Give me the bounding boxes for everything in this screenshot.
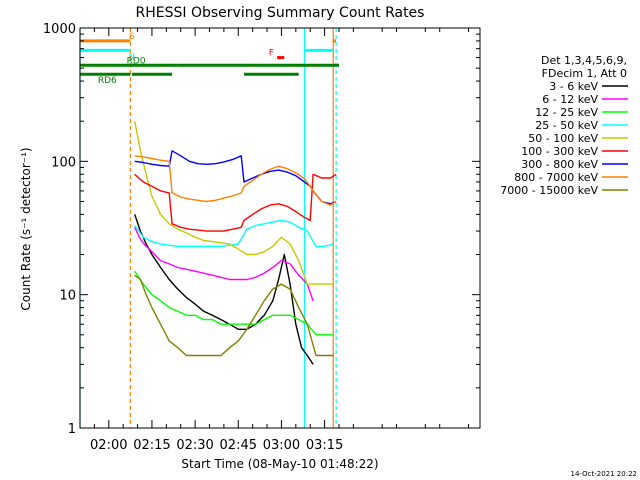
legend-header-line-1: Det 1,3,4,5,6,9, <box>541 54 627 67</box>
legend-label-2: 12 - 25 keV <box>535 106 598 119</box>
series-line-7 <box>134 155 337 206</box>
legend-label-5: 100 - 300 keV <box>521 145 598 158</box>
y-tick-label-0: 1 <box>68 422 76 437</box>
legend-label-3: 25 - 50 keV <box>535 119 598 132</box>
legend-label-6: 300 - 800 keV <box>521 158 598 171</box>
state-bar-label-rd0: RD0 <box>127 56 146 66</box>
y-axis-label: Count Rate (s⁻¹ detector⁻¹) <box>19 147 33 310</box>
series-line-1 <box>134 226 314 302</box>
legend-header-line-2: FDecim 1, Att 0 <box>542 67 627 80</box>
y-tick-label-2: 100 <box>51 155 76 170</box>
legend-label-1: 6 - 12 keV <box>542 93 598 106</box>
state-bar-label-f: F <box>269 49 274 59</box>
state-bar-label-n: N <box>128 52 135 62</box>
y-tick-label-3: 1000 <box>43 22 76 37</box>
legend-label-0: 3 - 6 keV <box>549 80 598 93</box>
state-bar-label-rd6: RD6 <box>98 76 117 86</box>
series-line-8 <box>134 274 334 357</box>
x-tick-label-3: 02:45 <box>220 438 257 453</box>
legend-label-8: 7000 - 15000 keV <box>500 184 598 197</box>
footer-date: 14-Oct-2021 20:22 <box>571 470 637 478</box>
legend-label-7: 800 - 7000 keV <box>514 171 598 184</box>
series-line-4 <box>134 121 334 285</box>
x-tick-label-0: 02:00 <box>90 438 127 453</box>
x-tick-label-2: 02:30 <box>176 438 213 453</box>
axes-layer: 1 10 100 1000 02:00 02:15 02:30 02:45 03:00 03:15 <box>43 22 480 453</box>
legend-label-4: 50 - 100 keV <box>528 132 598 145</box>
plot-frame <box>79 27 481 429</box>
x-tick-label-5: 03:15 <box>306 438 343 453</box>
series-line-5 <box>134 173 337 232</box>
chart-title: RHESSI Observing Summary Count Rates <box>136 5 425 21</box>
x-tick-label-1: 02:15 <box>133 438 170 453</box>
x-axis-label: Start Time (08-May-10 01:48:22) <box>181 457 378 471</box>
y-tick-label-1: 10 <box>59 289 76 304</box>
x-tick-label-4: 03:00 <box>263 438 300 453</box>
series-line-2 <box>134 270 334 336</box>
series-line-3 <box>134 219 334 248</box>
series-layer <box>134 121 337 365</box>
legend: Det 1,3,4,5,6,9, FDecim 1, Att 0 3 - 6 k… <box>500 54 628 197</box>
state-bar-label-s: S <box>129 32 135 42</box>
